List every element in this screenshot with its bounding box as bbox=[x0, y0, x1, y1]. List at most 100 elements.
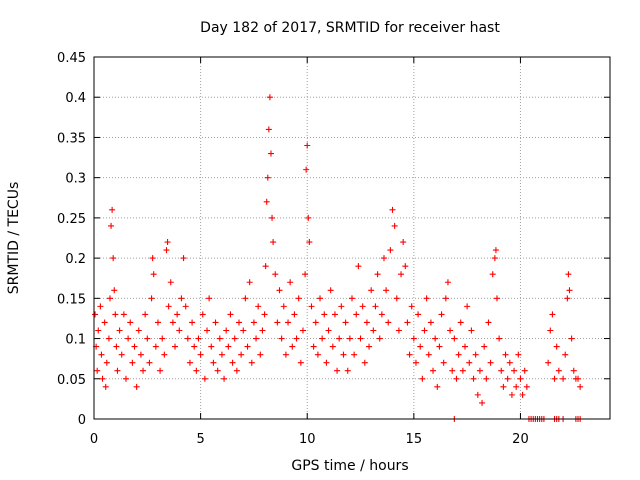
data-point bbox=[374, 271, 381, 278]
data-point bbox=[385, 319, 392, 326]
data-point bbox=[306, 239, 313, 246]
data-point bbox=[274, 319, 281, 326]
data-point bbox=[368, 287, 375, 294]
data-point bbox=[280, 303, 287, 310]
data-point bbox=[182, 303, 189, 310]
data-point bbox=[231, 335, 238, 342]
data-point bbox=[370, 327, 377, 334]
data-point bbox=[455, 351, 462, 358]
data-point bbox=[285, 319, 292, 326]
data-point bbox=[387, 247, 394, 254]
data-point bbox=[466, 359, 473, 366]
data-point bbox=[242, 295, 249, 302]
data-point bbox=[432, 335, 439, 342]
data-point bbox=[427, 319, 434, 326]
data-point bbox=[389, 206, 396, 213]
data-point bbox=[164, 239, 171, 246]
data-point bbox=[564, 295, 571, 302]
y-tick-label: 0.1 bbox=[65, 333, 86, 348]
data-point bbox=[233, 367, 240, 374]
y-tick-label: 0.15 bbox=[57, 292, 86, 307]
data-point bbox=[144, 335, 151, 342]
data-point bbox=[570, 367, 577, 374]
data-point bbox=[380, 255, 387, 262]
data-point bbox=[447, 327, 454, 334]
data-point bbox=[310, 343, 317, 350]
data-point bbox=[302, 271, 309, 278]
data-point bbox=[116, 327, 123, 334]
data-point bbox=[189, 319, 196, 326]
data-point bbox=[378, 311, 385, 318]
data-point bbox=[102, 383, 109, 390]
data-point bbox=[169, 319, 176, 326]
data-point bbox=[289, 343, 296, 350]
data-point bbox=[470, 375, 477, 382]
data-point bbox=[395, 327, 402, 334]
data-point bbox=[496, 335, 503, 342]
data-point bbox=[485, 319, 492, 326]
data-point bbox=[308, 303, 315, 310]
data-point bbox=[165, 303, 172, 310]
data-point bbox=[163, 247, 170, 254]
data-point bbox=[184, 335, 191, 342]
data-points bbox=[92, 94, 584, 422]
data-point bbox=[419, 375, 426, 382]
data-point bbox=[135, 327, 142, 334]
data-point bbox=[406, 351, 413, 358]
data-point bbox=[146, 359, 153, 366]
data-point bbox=[502, 351, 509, 358]
data-point bbox=[468, 327, 475, 334]
data-point bbox=[248, 359, 255, 366]
data-point bbox=[303, 166, 310, 173]
data-point bbox=[125, 335, 132, 342]
data-point bbox=[338, 303, 345, 310]
data-point bbox=[142, 311, 149, 318]
data-point bbox=[513, 383, 520, 390]
data-point bbox=[440, 359, 447, 366]
data-point bbox=[351, 351, 358, 358]
data-point bbox=[297, 359, 304, 366]
data-point bbox=[262, 263, 269, 270]
data-point bbox=[519, 391, 526, 398]
data-point bbox=[562, 351, 569, 358]
y-axis-label: SRMTID / TECUs bbox=[6, 182, 22, 295]
data-point bbox=[391, 222, 398, 229]
data-point bbox=[227, 311, 234, 318]
data-point bbox=[489, 271, 496, 278]
data-point bbox=[167, 279, 174, 286]
data-point bbox=[444, 279, 451, 286]
data-point bbox=[244, 343, 251, 350]
data-point bbox=[120, 311, 127, 318]
data-point bbox=[438, 311, 445, 318]
data-point bbox=[263, 198, 270, 205]
data-point bbox=[127, 319, 134, 326]
data-point bbox=[235, 319, 242, 326]
data-point bbox=[314, 351, 321, 358]
data-point bbox=[114, 367, 121, 374]
data-point bbox=[131, 343, 138, 350]
y-tick-label: 0.2 bbox=[65, 252, 86, 267]
data-point bbox=[206, 295, 213, 302]
data-point bbox=[481, 343, 488, 350]
data-point bbox=[462, 343, 469, 350]
data-point bbox=[299, 327, 306, 334]
x-tick-label: 10 bbox=[299, 432, 316, 447]
data-point bbox=[238, 351, 245, 358]
data-point bbox=[210, 359, 217, 366]
data-point bbox=[312, 319, 319, 326]
data-point bbox=[521, 367, 528, 374]
data-point bbox=[148, 295, 155, 302]
data-point bbox=[459, 367, 466, 374]
data-point bbox=[157, 367, 164, 374]
data-point bbox=[451, 335, 458, 342]
data-point bbox=[149, 255, 156, 262]
data-point bbox=[353, 311, 360, 318]
data-point bbox=[453, 375, 460, 382]
data-point bbox=[94, 367, 101, 374]
data-point bbox=[97, 303, 104, 310]
data-point bbox=[101, 319, 108, 326]
data-point bbox=[92, 311, 99, 318]
axis-ticks: 0 0.05 0.1 0.15 0.2 0.25 0.3 0.35 0.4 0.45 0 5 10 15 2… bbox=[57, 51, 610, 447]
data-point bbox=[498, 367, 505, 374]
